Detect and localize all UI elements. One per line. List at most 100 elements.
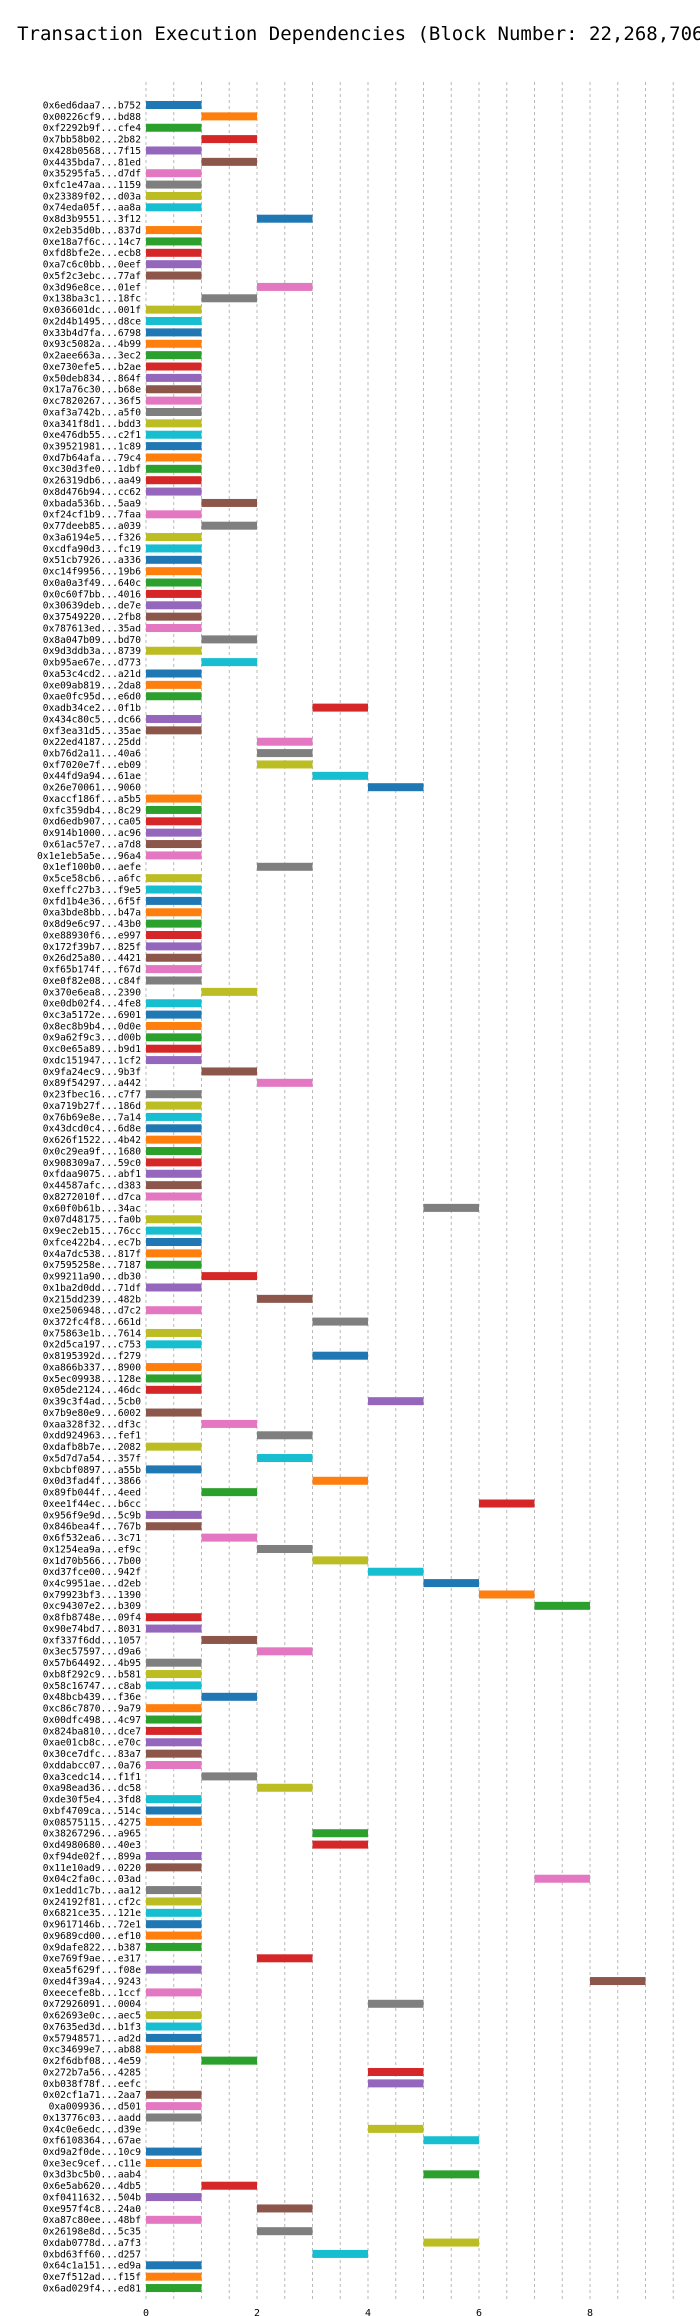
- tx-bar: [146, 965, 202, 974]
- tx-bar: [146, 1124, 202, 1133]
- tx-hash-label: 0xb8f292c9...b581: [43, 1669, 141, 1680]
- tx-hash-label: 0xf3ea31d5...35ae: [43, 726, 141, 737]
- tx-hash-label: 0x272b7a56...4285: [43, 2067, 141, 2078]
- tx-bar: [146, 1283, 202, 1292]
- tx-hash-label: 0x4c9951ae...d2eb: [43, 1579, 141, 1590]
- tx-hash-label: 0x3ec57597...d9a6: [43, 1647, 141, 1658]
- tx-bar: [146, 419, 202, 428]
- tx-hash-label: 0xe730efe5...b2ae: [43, 362, 141, 373]
- tx-bar: [146, 362, 202, 371]
- tx-bar: [146, 1908, 202, 1917]
- tx-bar: [146, 601, 202, 610]
- tx-bar: [312, 1840, 368, 1849]
- tx-bar: [201, 498, 257, 507]
- tx-bar: [146, 931, 202, 940]
- tx-hash-label: 0x43dcd0c4...6d8e: [43, 1124, 141, 1135]
- tx-bar: [257, 1544, 313, 1553]
- tx-bar: [146, 396, 202, 405]
- tx-bar: [146, 1965, 202, 1974]
- tx-hash-label: 0x07d48175...fa0b: [43, 1215, 141, 1226]
- tx-hash-label: 0x2eb35d0b...837d: [43, 225, 141, 236]
- tx-bar: [146, 1942, 202, 1951]
- tx-hash-label: 0x76b69e8e...7a14: [43, 1112, 141, 1123]
- tx-bar: [146, 1681, 202, 1690]
- tx-hash-label: 0xeecefe8b...1ccf: [43, 1988, 141, 1999]
- tx-hash-label: 0xd7b64afa...79c4: [43, 453, 141, 464]
- tx-bar: [146, 1863, 202, 1872]
- tx-hash-label: 0x5ec09938...128e: [43, 1374, 141, 1385]
- tx-hash-label: 0x17a76c30...b68e: [43, 385, 141, 396]
- tx-hash-label: 0xd4980680...40e3: [43, 1840, 141, 1851]
- tx-hash-label: 0xf94de02f...899a: [43, 1851, 141, 1862]
- tx-hash-label: 0xdc151947...1cf2: [43, 1055, 141, 1066]
- tx-bar: [368, 1999, 424, 2008]
- tx-hash-label: 0xf65b174f...f67d: [43, 965, 141, 976]
- tx-hash-label: 0x72926091...0004: [43, 1999, 141, 2010]
- tx-bar: [257, 737, 313, 746]
- tx-bar: [146, 2215, 202, 2224]
- tx-hash-label: 0xf24cf1b9...7faa: [43, 510, 141, 521]
- tx-bar: [146, 191, 202, 200]
- tx-bar: [146, 1135, 202, 1144]
- tx-hash-label: 0xaccf186f...a5b5: [43, 794, 141, 805]
- tx-bar: [146, 1215, 202, 1224]
- tx-bar: [146, 908, 202, 917]
- tx-bar: [479, 1590, 535, 1599]
- tx-hash-label: 0x51cb7926...a336: [43, 555, 141, 566]
- tx-bar: [146, 1010, 202, 1019]
- tx-hash-label: 0x00226cf9...bd88: [43, 112, 141, 123]
- tx-hash-label: 0x8d476b94...cc62: [43, 487, 141, 498]
- tx-bar: [201, 294, 257, 303]
- tx-bar: [146, 2193, 202, 2202]
- tx-bar: [146, 919, 202, 928]
- tx-bar: [257, 1454, 313, 1463]
- tx-hash-label: 0x79923bf3...1390: [43, 1590, 141, 1601]
- tx-bar: [368, 2124, 424, 2133]
- tx-hash-label: 0xc94307e2...b309: [43, 1601, 141, 1612]
- tx-hash-label: 0xc86c7870...9a79: [43, 1704, 141, 1715]
- tx-hash-label: 0x138ba3c1...18fc: [43, 294, 141, 305]
- tx-bar: [201, 635, 257, 644]
- tx-bar: [146, 510, 202, 519]
- tx-hash-label: 0x26319db6...aa49: [43, 476, 141, 487]
- tx-bar: [201, 1272, 257, 1281]
- tx-hash-label: 0xe18a7f6c...14c7: [43, 237, 141, 248]
- tx-bar: [257, 282, 313, 291]
- tx-hash-label: 0x44fd9a94...61ae: [43, 771, 141, 782]
- tx-hash-label: 0xeffc27b3...f9e5: [43, 885, 141, 896]
- tx-bar: [257, 214, 313, 223]
- chart-title: Transaction Execution Dependencies (Bloc…: [17, 23, 700, 45]
- tx-bar: [146, 1340, 202, 1349]
- tx-hash-label: 0x61ac57e7...a7d8: [43, 839, 141, 850]
- tx-bar: [146, 1408, 202, 1417]
- tx-bar: [201, 1772, 257, 1781]
- tx-hash-label: 0x93c5082a...4b99: [43, 339, 141, 350]
- tx-bar: [146, 794, 202, 803]
- tx-hash-label: 0x8272010f...d7ca: [43, 1192, 141, 1203]
- tx-hash-label: 0x370e6ea8...2390: [43, 987, 141, 998]
- tx-bar: [146, 612, 202, 621]
- tx-bar: [368, 2079, 424, 2088]
- tx-bar: [146, 1044, 202, 1053]
- tx-bar: [590, 1977, 646, 1986]
- tx-hash-label: 0xa341f8d1...bdd3: [43, 419, 141, 430]
- tx-hash-label: 0x172f39b7...825f: [43, 942, 141, 953]
- tx-hash-label: 0x04c2fa0c...03ad: [43, 1874, 141, 1885]
- tx-hash-label: 0x3a6194e5...f326: [43, 532, 141, 543]
- tx-hash-label: 0x48bcb439...f36e: [43, 1692, 141, 1703]
- tx-bar: [312, 1829, 368, 1838]
- tx-hash-label: 0x8ec8b9b4...0d0e: [43, 1021, 141, 1032]
- tx-hash-label: 0x6e5ab620...4db5: [43, 2181, 141, 2192]
- tx-hash-label: 0xc14f9956...19b6: [43, 567, 141, 578]
- tx-hash-label: 0xe0f82e08...c84f: [43, 976, 141, 987]
- tx-bar: [312, 1556, 368, 1565]
- tx-bar: [423, 1203, 479, 1212]
- tx-hash-label: 0xa53c4cd2...a21d: [43, 669, 141, 680]
- tx-bar: [201, 1419, 257, 1428]
- tx-bar: [257, 2204, 313, 2213]
- tx-bar: [146, 1169, 202, 1178]
- tx-hash-label: 0x26198e8d...5c35: [43, 2227, 141, 2238]
- tx-hash-label: 0xf7020e7f...eb09: [43, 760, 141, 771]
- tx-hash-label: 0xb76d2a11...40a6: [43, 748, 141, 759]
